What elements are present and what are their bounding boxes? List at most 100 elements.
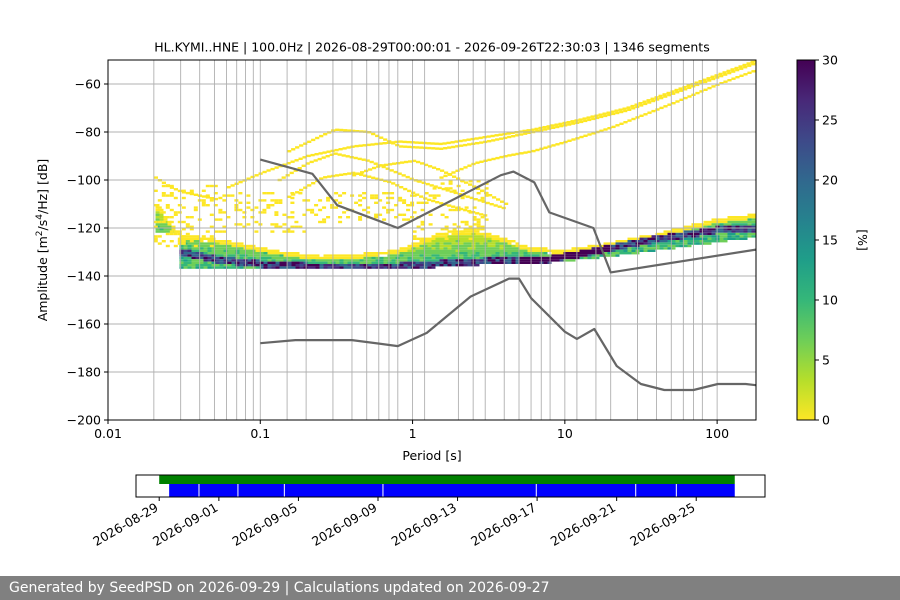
density-harmonic-cell: [571, 122, 576, 125]
density-cell: [663, 235, 668, 238]
density-cell: [663, 232, 668, 236]
density-cell: [543, 261, 548, 264]
density-harmonic-cell: [369, 160, 374, 164]
density-cell: [439, 240, 444, 243]
density-speckle-cell: [222, 194, 227, 197]
density-cell: [671, 235, 676, 238]
density-cell: [523, 254, 528, 257]
density-harmonic-cell: [599, 115, 604, 119]
density-speckle-cell: [386, 208, 391, 212]
density-harmonic-cell: [350, 145, 355, 148]
density-cell: [455, 237, 460, 240]
density-cell: [427, 256, 432, 260]
density-speckle-cell: [282, 230, 287, 233]
density-cell: [467, 232, 472, 236]
density-speckle-cell: [410, 216, 415, 219]
density-cell: [215, 254, 220, 257]
density-cell: [227, 264, 232, 267]
density-cell: [603, 244, 608, 248]
density-harmonic-cell: [371, 176, 376, 179]
density-harmonic-cell: [650, 97, 655, 100]
density-cell: [743, 230, 748, 233]
density-harmonic-cell: [686, 84, 691, 87]
density-cell: [743, 232, 748, 236]
density-cell: [683, 228, 688, 231]
density-cell: [235, 261, 240, 264]
density-harmonic-cell: [419, 195, 424, 198]
density-cell: [163, 223, 168, 226]
density-cell: [579, 247, 584, 250]
density-cell: [359, 254, 364, 257]
density-cell: [191, 264, 196, 267]
density-cell: [339, 259, 344, 262]
density-cell: [295, 252, 300, 255]
density-speckle-cell: [270, 192, 275, 195]
density-speckle-cell: [472, 206, 477, 209]
density-cell: [627, 242, 632, 245]
density-speckle-cell: [452, 208, 457, 212]
density-cell: [403, 261, 408, 264]
density-cell: [183, 252, 188, 255]
density-cell: [207, 247, 212, 250]
density-cell: [751, 235, 756, 238]
density-speckle-cell: [238, 192, 243, 195]
density-cell: [199, 256, 204, 260]
density-cell: [575, 249, 580, 252]
density-speckle-cell: [432, 187, 437, 190]
density-cell: [667, 237, 672, 240]
density-cell: [403, 259, 408, 262]
density-cell: [587, 254, 592, 257]
density-speckle-cell: [181, 220, 186, 224]
density-cell: [447, 237, 452, 240]
density-speckle-cell: [382, 218, 387, 221]
density-cell: [183, 244, 188, 248]
density-cell: [639, 237, 644, 240]
density-cell: [343, 264, 348, 267]
density-harmonic-cell: [291, 148, 296, 151]
density-cell: [687, 228, 692, 231]
density-cell: [643, 242, 648, 245]
density-cell: [451, 249, 456, 252]
density-cell: [207, 240, 212, 243]
density-cell: [467, 254, 472, 257]
density-cell: [447, 256, 452, 260]
density-cell: [267, 254, 272, 257]
density-cell: [699, 237, 704, 240]
density-cell: [615, 252, 620, 255]
density-harmonic-cell: [440, 169, 445, 172]
density-harmonic-cell: [383, 179, 388, 183]
density-cell: [235, 247, 240, 250]
density-cell: [507, 256, 512, 260]
density-speckle-cell: [209, 244, 214, 248]
density-speckle-cell: [338, 220, 343, 224]
density-cell: [527, 256, 532, 260]
density-cell: [231, 264, 236, 267]
density-cell: [311, 264, 316, 267]
density-harmonic-cell: [347, 172, 352, 175]
density-harmonic-cell: [570, 120, 575, 123]
density-cell: [391, 264, 396, 267]
density-cell: [419, 264, 424, 267]
density-cell: [519, 252, 524, 255]
density-cell: [187, 252, 192, 255]
density-harmonic-cell: [486, 135, 491, 138]
density-harmonic-cell: [366, 143, 371, 147]
density-cell: [203, 256, 208, 260]
density-harmonic-cell: [416, 160, 421, 164]
density-cell: [667, 230, 672, 233]
density-cell: [231, 249, 236, 252]
density-cell: [187, 242, 192, 245]
density-speckle-cell: [452, 189, 457, 192]
density-cell: [315, 254, 320, 257]
density-cell: [479, 261, 484, 264]
density-speckle-cell: [420, 223, 425, 226]
density-harmonic-cell: [671, 92, 676, 95]
density-cell: [419, 261, 424, 264]
density-cell: [223, 261, 228, 264]
density-speckle-cell: [420, 237, 425, 240]
density-cell: [279, 252, 284, 255]
density-cell: [507, 254, 512, 257]
density-cell: [291, 266, 296, 269]
density-harmonic-cell: [451, 145, 456, 149]
density-cell: [215, 247, 220, 250]
